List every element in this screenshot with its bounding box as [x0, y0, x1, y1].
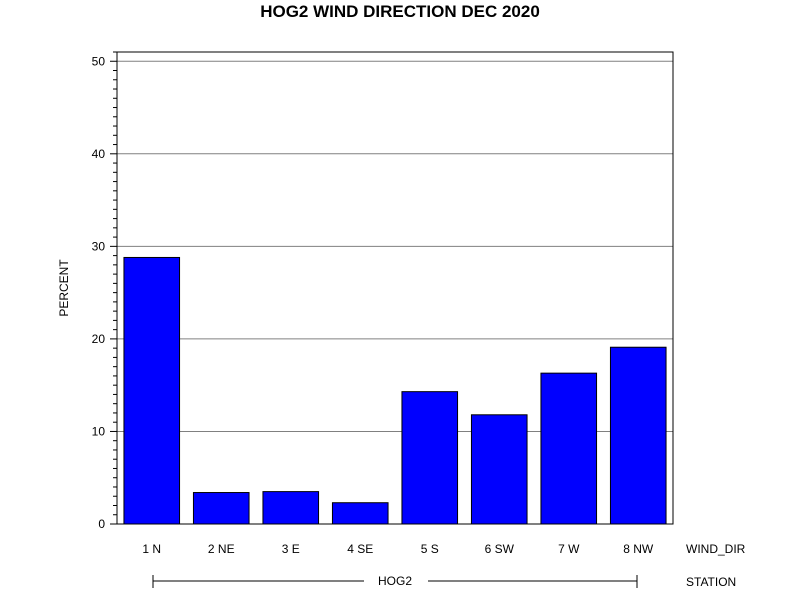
- x-tick-label: 8 NW: [623, 542, 654, 556]
- y-tick-label: 50: [92, 54, 106, 68]
- x-tick-label: 7 W: [558, 542, 580, 556]
- station-axis-label: STATION: [686, 575, 736, 589]
- x-tick-label: 6 SW: [485, 542, 515, 556]
- bar: [470, 414, 528, 525]
- y-tick-label: 10: [92, 424, 106, 438]
- plot-frame: [116, 51, 674, 525]
- x-tick-labels: 1 N 2 NE 3 E 4 SE 5 S 6 SW 7 W 8 NW: [142, 542, 654, 556]
- y-tick-label: 20: [92, 332, 106, 346]
- station-group-bracket: HOG2: [152, 574, 638, 588]
- y-axis-label: PERCENT: [57, 259, 71, 317]
- bar: [401, 391, 459, 525]
- x-tick-label: 3 E: [282, 542, 300, 556]
- bar: [262, 491, 320, 525]
- x-tick-label: 2 NE: [208, 542, 235, 556]
- y-tick-label: 30: [92, 239, 106, 253]
- x-axis-label: WIND_DIR: [686, 542, 746, 556]
- y-tick-label: 40: [92, 147, 106, 161]
- y-tick-label: 0: [98, 517, 105, 531]
- y-axis: 0 10 20 30 40 50: [92, 51, 117, 531]
- bar: [123, 256, 181, 525]
- bar: [192, 492, 250, 525]
- x-tick-label: 4 SE: [347, 542, 373, 556]
- bar: [540, 372, 598, 525]
- bar: [609, 346, 667, 525]
- bars: [123, 256, 667, 525]
- station-group-label: HOG2: [378, 574, 412, 588]
- x-tick-label: 1 N: [142, 542, 161, 556]
- x-tick-label: 5 S: [421, 542, 439, 556]
- chart-title: HOG2 WIND DIRECTION DEC 2020: [260, 2, 540, 21]
- bar: [331, 502, 389, 525]
